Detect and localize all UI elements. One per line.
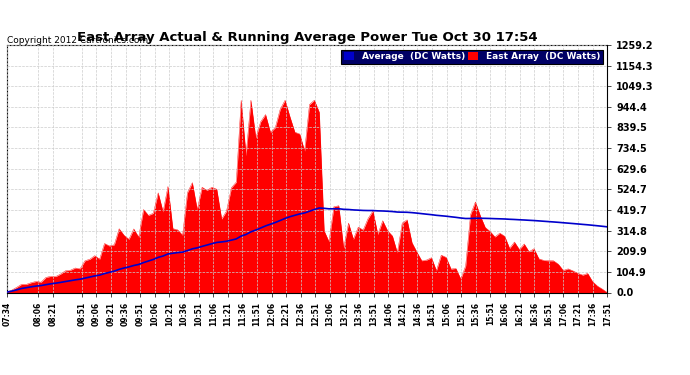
Text: Copyright 2012 Cartronics.com: Copyright 2012 Cartronics.com <box>7 36 148 45</box>
Legend: Average  (DC Watts), East Array  (DC Watts): Average (DC Watts), East Array (DC Watts… <box>341 50 602 64</box>
Title: East Array Actual & Running Average Power Tue Oct 30 17:54: East Array Actual & Running Average Powe… <box>77 31 538 44</box>
